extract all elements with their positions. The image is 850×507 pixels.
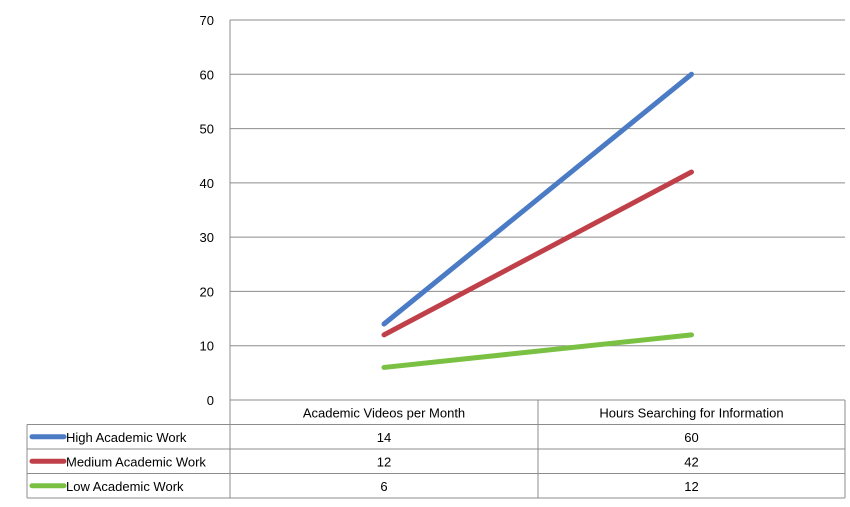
y-axis-ticks: 0 10 20 30 40 50 60 70 — [200, 13, 214, 408]
series-name: Medium Academic Work — [66, 454, 206, 469]
series-line — [381, 169, 694, 338]
data-value: 12 — [684, 479, 698, 494]
y-tick-label: 60 — [200, 67, 214, 82]
data-value: 14 — [377, 430, 391, 445]
gridlines — [229, 19, 845, 401]
category-header: Academic Videos per Month — [303, 405, 465, 420]
data-value: 42 — [684, 454, 698, 469]
y-tick-label: 20 — [200, 284, 214, 299]
y-tick-label: 30 — [200, 230, 214, 245]
y-tick-label: 70 — [200, 13, 214, 28]
series-name: High Academic Work — [66, 430, 187, 445]
series-name: Low Academic Work — [66, 479, 184, 494]
y-tick-label: 10 — [200, 339, 214, 354]
data-value: 6 — [380, 479, 387, 494]
category-header: Hours Searching for Information — [599, 405, 783, 420]
y-tick-label: 40 — [200, 176, 214, 191]
y-tick-label: 0 — [207, 393, 214, 408]
series-line — [381, 71, 694, 327]
y-tick-label: 50 — [200, 122, 214, 137]
data-table: Academic Videos per Month Hours Searching… — [26, 399, 846, 499]
data-value: 60 — [684, 430, 698, 445]
series-line — [381, 332, 694, 370]
series-lines — [381, 71, 694, 370]
data-value: 12 — [377, 454, 391, 469]
